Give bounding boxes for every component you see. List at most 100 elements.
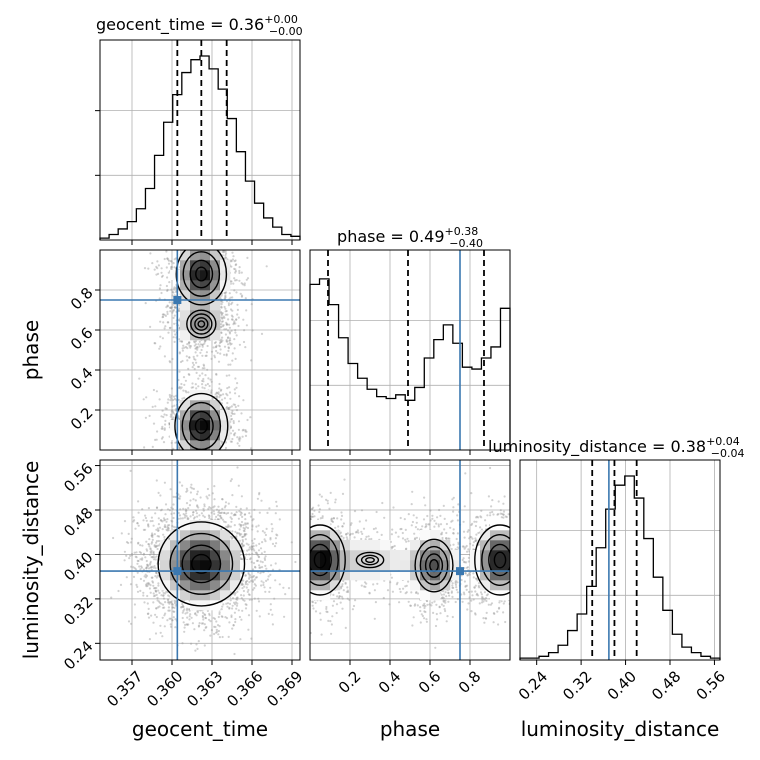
sample-point [162, 597, 166, 600]
sample-point [154, 575, 157, 578]
sample-point [242, 544, 245, 548]
sample-point [190, 386, 193, 389]
sample-point [154, 587, 157, 590]
sample-point [215, 455, 217, 457]
sample-point [232, 420, 235, 423]
sample-point [144, 528, 147, 531]
sample-point [123, 520, 127, 523]
sample-point [226, 525, 229, 528]
sample-point [223, 250, 226, 253]
sample-point [224, 521, 227, 524]
sample-point [220, 305, 223, 308]
density-cell [210, 400, 221, 411]
sample-point [237, 324, 240, 328]
sample-point [229, 245, 231, 247]
sample-point [164, 407, 167, 410]
sample-point [229, 296, 232, 299]
sample-point [135, 551, 138, 554]
sample-point [159, 284, 162, 287]
sample-point [183, 514, 187, 517]
sample-point [212, 510, 215, 513]
sample-point [178, 446, 181, 449]
sample-point [153, 587, 156, 590]
sample-point [245, 586, 248, 589]
sample-point [262, 583, 265, 587]
sample-point [259, 560, 262, 563]
sample-point [252, 574, 255, 578]
sample-point [192, 517, 196, 520]
sample-point [152, 555, 155, 558]
sample-point [221, 605, 224, 608]
sample-point [197, 343, 200, 346]
sample-point [193, 215, 195, 217]
sample-point [190, 483, 193, 486]
sample-point [143, 575, 146, 578]
sample-point [199, 454, 201, 456]
sample-point [204, 374, 207, 377]
sample-point [218, 345, 221, 348]
sample-point [249, 557, 252, 560]
sample-point [250, 576, 253, 579]
sample-point [149, 591, 152, 594]
density-cell [180, 440, 191, 450]
sample-point [152, 621, 155, 624]
sample-point [200, 456, 202, 458]
sample-point [154, 613, 157, 616]
sample-point [219, 514, 222, 517]
sample-point [204, 472, 206, 474]
sample-point [263, 550, 266, 554]
sample-point [215, 237, 217, 239]
sample-point [215, 392, 219, 395]
sample-point [256, 530, 259, 533]
density-cell [200, 270, 211, 281]
sample-point [240, 412, 243, 415]
sample-point [224, 333, 227, 336]
sample-point [191, 450, 193, 452]
sample-point [156, 547, 159, 551]
sample-point [217, 615, 220, 619]
sample-point [201, 379, 204, 382]
sample-point [154, 590, 157, 593]
sample-point [151, 445, 154, 448]
sample-point [223, 511, 226, 515]
sample-point [162, 594, 165, 598]
sample-point [221, 317, 224, 320]
sample-point [197, 506, 200, 509]
sample-point [271, 527, 274, 530]
sample-point [221, 204, 223, 206]
sample-point [195, 361, 198, 364]
sample-point [179, 387, 182, 390]
sample-point [236, 602, 239, 605]
sample-point [271, 568, 275, 571]
hist-panel-luminosity_distance [519, 459, 721, 665]
sample-point [147, 543, 150, 546]
sample-point [230, 260, 233, 263]
sample-point [201, 622, 205, 625]
scatter-panel-luminosity_distance-vs-geocent_time [95, 459, 301, 665]
sample-point [213, 356, 217, 359]
sample-point [173, 294, 176, 297]
sample-point [169, 243, 171, 245]
sample-point [248, 593, 251, 597]
sample-point [236, 228, 238, 230]
sample-point [172, 447, 175, 450]
sample-point [245, 324, 248, 327]
sample-point [220, 313, 223, 317]
contour-line [188, 410, 214, 442]
sample-point [181, 517, 184, 520]
sample-point [239, 437, 242, 440]
sample-point [184, 225, 186, 227]
sample-point [263, 538, 266, 541]
sample-point [171, 606, 174, 609]
sample-point [275, 505, 278, 508]
sample-point [189, 613, 192, 616]
sample-point [132, 575, 136, 579]
sample-point [245, 580, 248, 583]
sample-point [155, 541, 158, 544]
sample-point [117, 589, 120, 593]
sample-point [156, 430, 159, 433]
sample-point [224, 446, 228, 450]
sample-point [210, 380, 213, 383]
sample-point [225, 525, 228, 528]
sample-point [184, 510, 188, 513]
